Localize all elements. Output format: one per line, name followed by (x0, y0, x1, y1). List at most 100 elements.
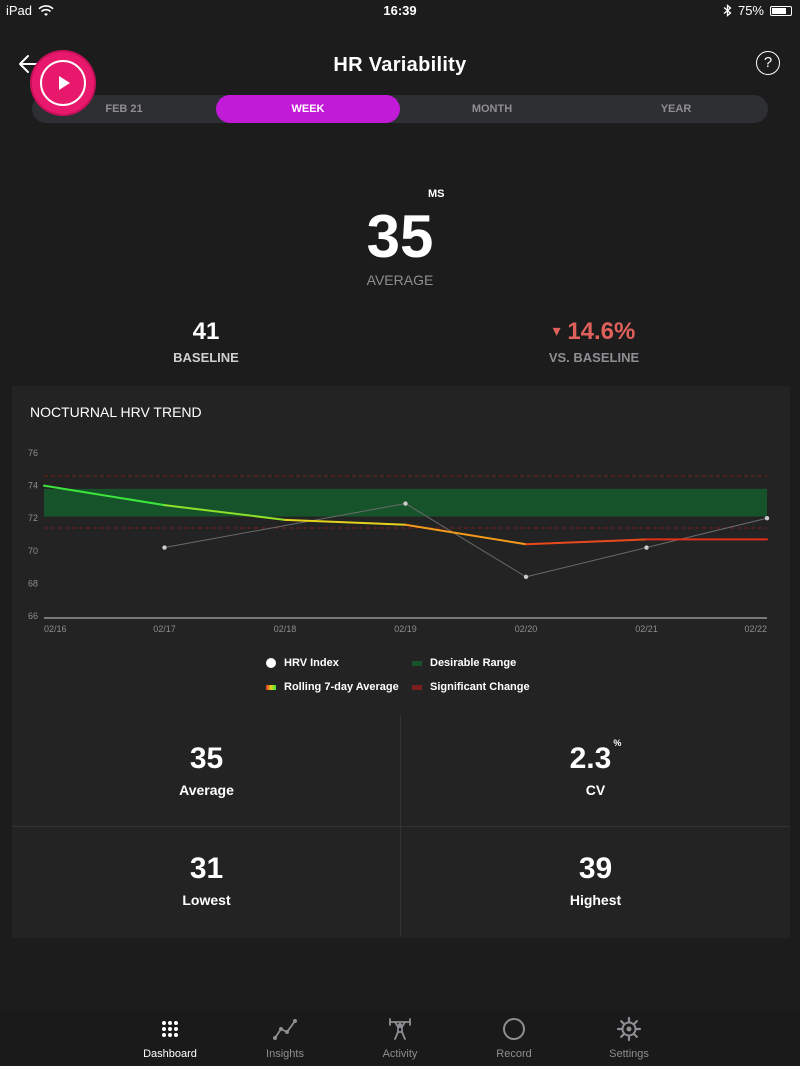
segment-week[interactable]: WEEK (216, 95, 400, 123)
kpi-average-value: 35 (189, 742, 224, 775)
hrv-trend-chart: 76 74 72 70 68 66 02/16 02/17 02/18 02/19 02/20 02/… (28, 448, 770, 634)
tab-insights-label: Insights (266, 1048, 304, 1060)
record-circle-icon (503, 1018, 525, 1040)
kpi-highest: 39 Highest (401, 826, 790, 936)
tab-dashboard-label: Dashboard (143, 1048, 197, 1060)
segment-year[interactable]: YEAR (660, 103, 692, 115)
x-tick-label-02-21: 02/21 (635, 624, 658, 634)
record-play-button[interactable] (32, 52, 94, 114)
page-title: HR Variability (333, 54, 467, 76)
tab-record[interactable]: Record (464, 1016, 564, 1060)
legend-rolling-average: Rolling 7-day Average (266, 681, 399, 693)
tab-activity[interactable]: Activity (350, 1016, 450, 1060)
hero-unit: MS (428, 188, 445, 200)
hero-label: AVERAGE (366, 272, 434, 288)
kpi-grid: 35 Average 2.3% CV 31 Lowest 39 Highest (12, 716, 790, 936)
legend-rolling-average-swatch (266, 684, 276, 690)
x-tick-label-02-22: 02/22 (744, 624, 767, 634)
kpi-cv-label: CV (585, 782, 606, 798)
hero-value: 35 (366, 203, 434, 270)
tab-record-label: Record (496, 1048, 532, 1060)
status-left: iPad (6, 3, 54, 18)
y-tick-label-70: 70 (28, 546, 38, 556)
rolling-average-segment-0 (43, 484, 166, 507)
device-name: iPad (6, 3, 33, 18)
status-bar: iPad 16:39 75% (0, 0, 800, 22)
kpi-cv-value: 2.3 (569, 742, 612, 775)
delta-stat: ▾ 14.6% VS. BASELINE (464, 318, 724, 365)
y-tick-label-68: 68 (28, 578, 38, 588)
delta-value: 14.6% (567, 318, 636, 345)
record-play-ring (40, 60, 86, 106)
x-tick-label-02-20: 02/20 (515, 624, 538, 634)
insights-trend-icon (273, 1019, 297, 1040)
card-title: NOCTURNAL HRV TREND (30, 404, 202, 420)
battery-icon (770, 5, 792, 16)
baseline-stat: 41 BASELINE (76, 318, 336, 365)
tab-insights[interactable]: Insights (235, 1016, 335, 1060)
tab-activity-label: Activity (382, 1048, 418, 1060)
rolling-average-segment-2 (284, 518, 407, 526)
hrv-index-point-3 (644, 545, 649, 550)
battery-fill (772, 7, 786, 14)
kpi-lowest-value: 31 (189, 852, 224, 885)
legend-significant-change-label: Significant Change (430, 681, 530, 693)
legend-desirable-range-swatch (412, 660, 422, 666)
kpi-lowest: 31 Lowest (12, 826, 401, 936)
tab-settings[interactable]: Settings (579, 1016, 679, 1060)
delta-label: VS. BASELINE (548, 350, 640, 365)
kpi-highest-label: Highest (569, 892, 622, 908)
legend-significant-change-swatch (412, 684, 422, 690)
legend-rolling-average-label: Rolling 7-day Average (284, 681, 399, 693)
baseline-value: 41 (192, 318, 220, 345)
baseline-label: BASELINE (173, 350, 239, 365)
hrv-index-point-0 (162, 545, 167, 550)
hrv-trend-card: NOCTURNAL HRV TREND 76 74 72 70 68 66 02/16 02/… (12, 386, 790, 938)
play-icon (59, 76, 70, 90)
status-right: 75% (723, 3, 792, 18)
rolling-average-segment-4 (525, 538, 648, 546)
status-time: 16:39 (383, 3, 417, 18)
kpi-cv: 2.3% CV (401, 716, 790, 826)
x-tick-label-02-17: 02/17 (153, 624, 176, 634)
tab-dashboard[interactable]: Dashboard (120, 1016, 220, 1060)
kpi-cv-unit: % (613, 738, 622, 748)
hrv-index-point-2 (523, 574, 529, 580)
kpi-average: 35 Average (12, 716, 401, 826)
y-tick-label-74: 74 (28, 481, 38, 491)
settings-gear-icon (616, 1016, 642, 1042)
activity-weightlifter-icon (389, 1018, 411, 1040)
help-icon[interactable]: ? (756, 51, 780, 75)
y-tick-label-76: 76 (28, 448, 38, 458)
dashboard-dots-icon (162, 1021, 178, 1037)
battery-percent: 75% (737, 3, 764, 18)
y-tick-label-66: 66 (28, 611, 38, 621)
wifi-icon (38, 4, 54, 16)
period-segmented-control: FEB 21 WEEK MONTH YEAR (32, 95, 768, 123)
hero-average: 35 MS AVERAGE (0, 180, 800, 300)
legend-significant-change: Significant Change (412, 681, 530, 693)
legend-hrv-index-swatch (266, 658, 276, 668)
kpi-divider-horizontal (12, 826, 790, 827)
kpi-average-label: Average (179, 782, 234, 798)
kpi-lowest-label: Lowest (182, 892, 231, 908)
x-tick-label-02-16: 02/16 (44, 624, 67, 634)
legend-desirable-range: Desirable Range (412, 657, 516, 669)
y-tick-label-72: 72 (28, 513, 38, 523)
hrv-index-point-4 (764, 516, 770, 521)
bluetooth-icon (723, 4, 732, 17)
delta-value-row: ▾ 14.6% (464, 318, 724, 346)
tab-settings-label: Settings (609, 1048, 649, 1060)
down-arrow-icon: ▾ (552, 323, 561, 340)
segment-month[interactable]: MONTH (471, 103, 513, 115)
legend-desirable-range-label: Desirable Range (430, 657, 517, 669)
kpi-highest-value: 39 (578, 852, 613, 885)
kpi-cv-value-row: 2.3% (401, 738, 790, 776)
tab-bar: Dashboard Insights Activity Record (0, 1010, 800, 1066)
rolling-average-segment-1 (163, 504, 286, 521)
segment-day[interactable]: FEB 21 (105, 103, 143, 115)
legend-hrv-index: HRV Index (266, 657, 339, 669)
header: HR Variability ? (0, 40, 800, 90)
hrv-index-point-1 (403, 501, 408, 506)
rolling-average-segment-3 (404, 523, 527, 546)
